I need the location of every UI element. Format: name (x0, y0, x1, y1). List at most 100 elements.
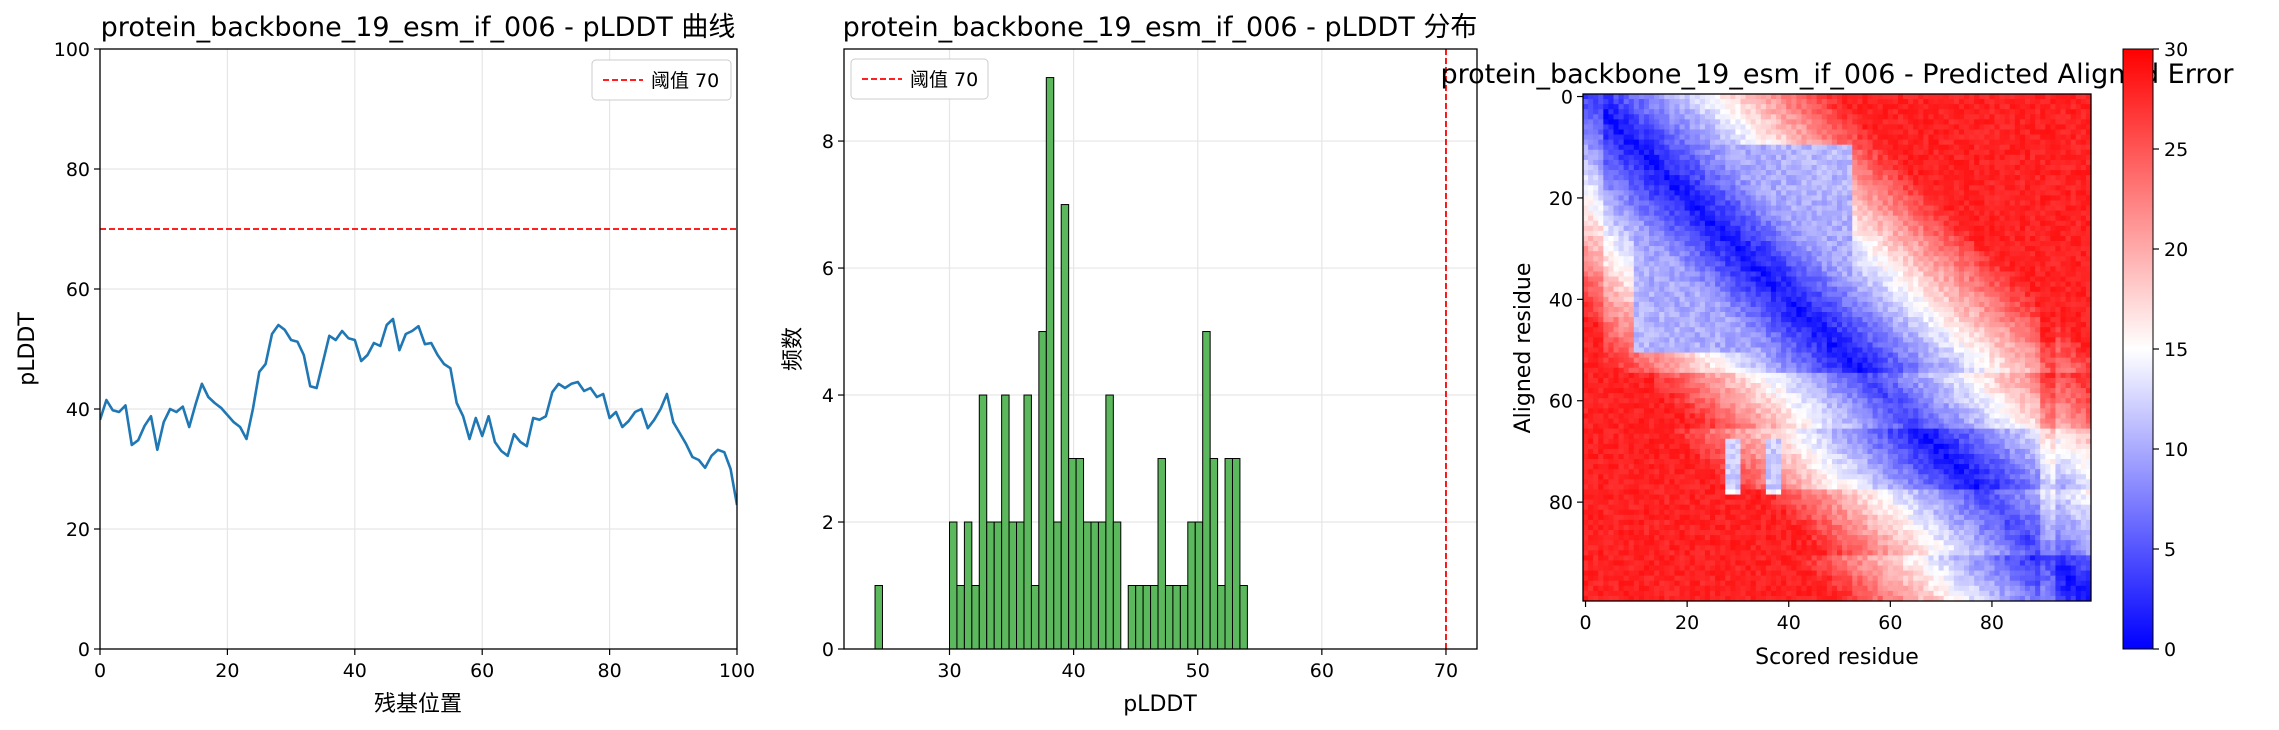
heatmap-cell (1603, 144, 1609, 151)
heatmap-cell (1913, 306, 1919, 313)
heatmap-cell (1755, 332, 1762, 338)
heatmap-cell (1694, 175, 1701, 181)
heatmap-cell (1618, 246, 1625, 252)
heatmap-cell (2085, 94, 2092, 100)
heatmap-cell (1715, 205, 1721, 212)
heatmap-cell (1638, 306, 1645, 313)
heatmap-cell (1796, 190, 1802, 196)
heatmap-cell (1903, 301, 1909, 308)
legend-box (850, 58, 989, 100)
heatmap-cell (1760, 312, 1767, 318)
heatmap-cell (1837, 195, 1843, 201)
heatmap-cell (1740, 129, 1746, 135)
heatmap-cell (1654, 256, 1660, 262)
heatmap-cell (1598, 200, 1604, 206)
heatmap-cell (1674, 235, 1680, 242)
heatmap-cell (1704, 170, 1711, 176)
heatmap-cell (1755, 241, 1762, 247)
heatmap-cell (1689, 139, 1696, 146)
heatmap-cell (1633, 296, 1640, 303)
heatmap-cell (1745, 337, 1752, 343)
heatmap-cell (2019, 261, 2026, 267)
heatmap-cell (1943, 99, 1950, 105)
heatmap-cell (1679, 129, 1685, 135)
heatmap-cell (1720, 190, 1726, 196)
heatmap-cell (1730, 306, 1736, 313)
heatmap-cell (1928, 332, 1934, 338)
heatmap-cell (1725, 200, 1731, 206)
heatmap-cell (1598, 256, 1604, 262)
heatmap-cell (1659, 332, 1665, 338)
heatmap-cell (1755, 134, 1762, 141)
heatmap-cell (1913, 230, 1919, 237)
heatmap-cell (1969, 154, 1975, 161)
heatmap-cell (1867, 276, 1873, 282)
heatmap-cell (1882, 241, 1889, 247)
heatmap-cell (1801, 246, 1807, 252)
heatmap-cell (1979, 276, 1985, 282)
heatmap-cell (1816, 149, 1823, 156)
heatmap-cell (1750, 220, 1757, 227)
heatmap-cell (1608, 124, 1614, 130)
heatmap-cell (1603, 256, 1609, 262)
heatmap-cell (1948, 104, 1955, 110)
heatmap-cell (1837, 281, 1843, 288)
heatmap-cell (1730, 286, 1736, 293)
heatmap-cell (1699, 190, 1706, 196)
heatmap-cell (2050, 104, 2056, 110)
heatmap-cell (1710, 205, 1716, 212)
heatmap-cell (1837, 286, 1843, 293)
heatmap-cell (1847, 301, 1853, 308)
heatmap-cell (1984, 291, 1990, 298)
heatmap-cell (1831, 291, 1838, 298)
heatmap-cell (1710, 312, 1716, 318)
heatmap-cell (2055, 312, 2061, 318)
heatmap-cell (2045, 291, 2051, 298)
heatmap-cell (1745, 180, 1752, 186)
heatmap-cell (1989, 149, 1995, 156)
heatmap-cell (1720, 246, 1726, 252)
heatmap-cell (2019, 94, 2026, 100)
heatmap-cell (1684, 291, 1691, 298)
heatmap-cell (1633, 200, 1640, 206)
heatmap-cell (1598, 291, 1604, 298)
heatmap-cell (1786, 235, 1792, 242)
heatmap-cell (1649, 317, 1655, 323)
heatmap-cell (1953, 281, 1960, 288)
heatmap-cell (1669, 322, 1675, 328)
heatmap-cell (1704, 281, 1711, 288)
heatmap-cell (1837, 271, 1843, 277)
heatmap-cell (1847, 99, 1853, 105)
heatmap-cell (1796, 291, 1802, 298)
heatmap-cell (1801, 190, 1807, 196)
heatmap-cell (1679, 241, 1685, 247)
heatmap-cell (1867, 200, 1873, 206)
heatmap-cell (1923, 327, 1929, 333)
heatmap-cell (1694, 109, 1701, 115)
heatmap-cell (1979, 124, 1985, 130)
heatmap-cell (1659, 175, 1665, 181)
heatmap-cell (1613, 281, 1619, 288)
heatmap-cell (1913, 210, 1919, 217)
heatmap-cell (1984, 312, 1990, 318)
heatmap-cell (1598, 139, 1604, 146)
heatmap-cell (1862, 235, 1868, 242)
heatmap-cell (2075, 271, 2082, 277)
heatmap-cell (1831, 195, 1838, 201)
heatmap-cell (2030, 104, 2036, 110)
heatmap-cell (1745, 134, 1752, 141)
heatmap-cell (1750, 271, 1757, 277)
heatmap-cell (1943, 104, 1950, 110)
heatmap-cell (2004, 261, 2011, 267)
heatmap-cell (1669, 276, 1675, 282)
heatmap-cell (1857, 139, 1863, 146)
heatmap-cell (1649, 104, 1655, 110)
heatmap-cell (2019, 286, 2026, 293)
heatmap-cell (1821, 149, 1828, 156)
heatmap-cell (2040, 322, 2046, 328)
heatmap-cell (1649, 251, 1655, 257)
heatmap-cell (1588, 332, 1594, 338)
heatmap-cell (1826, 230, 1833, 237)
heatmap-cell (1852, 256, 1858, 262)
heatmap-cell (1974, 139, 1980, 146)
